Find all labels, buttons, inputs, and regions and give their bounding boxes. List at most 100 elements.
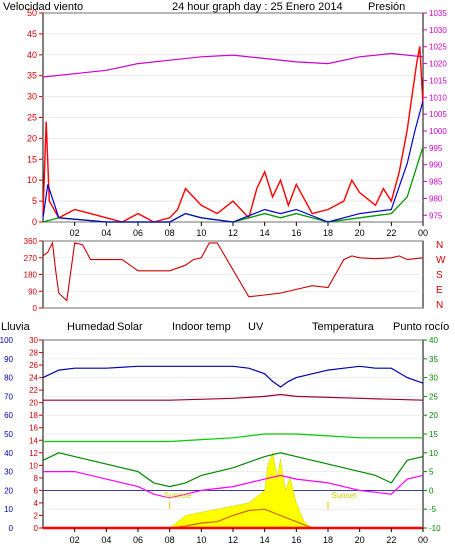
x-tick-label: 00 bbox=[418, 535, 428, 545]
wind-tick-label: 15 bbox=[27, 154, 37, 164]
x-tick-label: 16 bbox=[291, 535, 301, 545]
pressure-tick-label: 1015 bbox=[429, 76, 447, 85]
compass-label: N bbox=[436, 300, 443, 311]
wind-tick-label: 20 bbox=[27, 133, 37, 143]
sunset-label: Sunset bbox=[331, 491, 357, 500]
direction-tick-label: 90 bbox=[28, 287, 37, 296]
x-tick-label: 12 bbox=[228, 228, 238, 238]
dew-point-title: Punto rocío bbox=[393, 321, 449, 333]
dew-point-series bbox=[43, 471, 424, 499]
direction-tick-label: 0 bbox=[33, 304, 38, 313]
x-tick-label: 08 bbox=[165, 535, 175, 545]
humidity-title: Humedad bbox=[67, 321, 115, 333]
pressure-tick-label: 990 bbox=[429, 161, 443, 170]
wind-blue-series bbox=[42, 100, 424, 223]
rain-tick-label: 22 bbox=[29, 386, 38, 395]
direction-series bbox=[42, 241, 424, 302]
pressure-tick-label: 985 bbox=[429, 178, 443, 187]
temperature-tick-label: 35 bbox=[429, 355, 438, 364]
humidity-tick-label: 70 bbox=[4, 392, 13, 401]
wind-tick-label: 45 bbox=[27, 29, 37, 39]
pressure-series bbox=[42, 52, 424, 78]
humidity-tick-label: 0 bbox=[9, 524, 14, 533]
humidity-tick-label: 30 bbox=[4, 468, 13, 477]
pressure-tick-label: 1025 bbox=[429, 43, 447, 52]
wind-direction-chart: 0 N 90 W 180 S 270 E 360 N bbox=[24, 237, 446, 313]
pressure-tick-label: 1000 bbox=[429, 127, 447, 136]
solar-radiation-area bbox=[168, 451, 313, 529]
wind-tick-label: 25 bbox=[27, 113, 37, 123]
graph-title: 24 hour graph day : 25 Enero 2014 bbox=[172, 1, 343, 13]
wind-pressure-chart: 0510152025303540455097598098599099510001… bbox=[27, 8, 447, 238]
humidity-tick-label: 60 bbox=[4, 411, 13, 420]
x-tick-label: 14 bbox=[260, 228, 270, 238]
wind-tick-label: 40 bbox=[27, 50, 37, 60]
pressure-tick-label: 1030 bbox=[429, 26, 447, 35]
humidity-tick-label: 10 bbox=[4, 505, 13, 514]
compass-label: E bbox=[436, 285, 443, 296]
humidity-tick-label: 80 bbox=[4, 374, 13, 383]
wind-tick-label: 50 bbox=[27, 8, 37, 18]
x-tick-label: 20 bbox=[355, 228, 365, 238]
humidity-tick-label: 20 bbox=[4, 486, 13, 495]
rain-title: Lluvia bbox=[1, 321, 31, 333]
rain-tick-label: 30 bbox=[29, 336, 38, 345]
indoor-temp-series bbox=[43, 393, 424, 401]
x-tick-label: 16 bbox=[291, 228, 301, 238]
rain-tick-label: 0 bbox=[34, 524, 39, 533]
rain-tick-label: 20 bbox=[29, 399, 38, 408]
x-tick-label: 04 bbox=[101, 228, 111, 238]
x-tick-label: 18 bbox=[323, 535, 333, 545]
rain-tick-label: 10 bbox=[29, 461, 38, 470]
humidity-tick-label: 100 bbox=[0, 336, 14, 345]
x-tick-label: 02 bbox=[70, 535, 80, 545]
temperature-tick-label: 20 bbox=[429, 411, 438, 420]
pressure-tick-label: 1005 bbox=[429, 110, 447, 119]
temperature-tick-label: 30 bbox=[429, 374, 438, 383]
direction-tick-label: 180 bbox=[24, 271, 38, 280]
x-tick-label: 20 bbox=[355, 535, 365, 545]
direction-tick-label: 360 bbox=[24, 237, 38, 246]
sunrise-label: Sunrise bbox=[164, 491, 192, 500]
solar-title: Solar bbox=[117, 321, 143, 333]
wind-gust-series bbox=[42, 46, 424, 223]
rain-tick-label: 2 bbox=[34, 511, 39, 520]
temperature-tick-label: 5 bbox=[429, 468, 434, 477]
wind-tick-label: 35 bbox=[27, 71, 37, 81]
uv-series bbox=[169, 508, 313, 529]
rain-tick-label: 16 bbox=[29, 424, 38, 433]
x-tick-label: 10 bbox=[196, 228, 206, 238]
temperature-title: Temperatura bbox=[312, 321, 375, 333]
x-tick-label: 18 bbox=[323, 228, 333, 238]
indoor-temp-title: Indoor temp bbox=[172, 321, 231, 333]
temperature-tick-label: 40 bbox=[429, 336, 438, 345]
x-tick-label: 14 bbox=[260, 535, 270, 545]
temperature-tick-label: 0 bbox=[429, 486, 434, 495]
pressure-tick-label: 1035 bbox=[429, 9, 447, 18]
temperature-tick-label: 25 bbox=[429, 392, 438, 401]
x-tick-label: 00 bbox=[418, 228, 428, 238]
x-tick-label: 22 bbox=[386, 535, 396, 545]
temperature-humidity-chart: 0102030405060708090100024681012141618202… bbox=[0, 336, 441, 545]
pressure-tick-label: 980 bbox=[429, 194, 443, 203]
pressure-tick-label: 975 bbox=[429, 211, 443, 220]
pressure-title: Presión bbox=[368, 1, 405, 13]
humidity-tick-label: 40 bbox=[4, 449, 13, 458]
wind-speed-title: Velocidad viento bbox=[3, 1, 83, 13]
rain-tick-label: 24 bbox=[29, 374, 38, 383]
compass-label: S bbox=[436, 270, 443, 281]
wind-tick-label: 5 bbox=[32, 196, 37, 206]
temperature-tick-label: 15 bbox=[429, 430, 438, 439]
wind-tick-label: 30 bbox=[27, 92, 37, 102]
temperature-tick-label: -10 bbox=[429, 524, 441, 533]
rain-tick-label: 4 bbox=[34, 499, 39, 508]
x-tick-label: 12 bbox=[228, 535, 238, 545]
humidity-series bbox=[42, 365, 424, 388]
rain-tick-label: 8 bbox=[34, 474, 39, 483]
x-tick-label: 06 bbox=[133, 228, 143, 238]
pressure-tick-label: 995 bbox=[429, 144, 443, 153]
rain-tick-label: 14 bbox=[29, 436, 38, 445]
compass-label: W bbox=[436, 255, 446, 266]
